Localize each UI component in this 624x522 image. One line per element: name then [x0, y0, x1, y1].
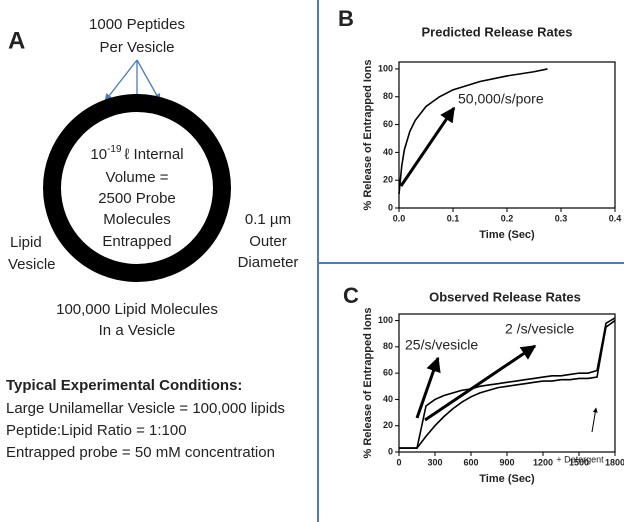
label: Entrapped probe = 50 mM concentration	[6, 444, 275, 461]
label: 10	[90, 146, 107, 163]
panel-letter: B	[338, 6, 354, 31]
label: Per Vesicle	[99, 39, 174, 56]
x-tick-label: 600	[463, 457, 478, 467]
panel-letter: A	[8, 27, 25, 54]
y-tick-label: 20	[383, 175, 393, 185]
label: Large Unilamellar Vesicle = 100,000 lipi…	[6, 400, 285, 417]
chart-title: Observed Release Rates	[429, 289, 581, 304]
annotation: 2 /s/vesicle	[505, 321, 574, 337]
y-tick-label: 20	[383, 420, 393, 430]
plot-frame	[398, 61, 616, 209]
label: 1000 Peptides	[89, 16, 185, 33]
y-tick-label: 60	[383, 119, 393, 129]
y-tick-label: 40	[383, 394, 393, 404]
detergent-arrow	[591, 407, 598, 433]
x-tick-label: 1800	[605, 457, 624, 467]
y-tick-label: 40	[383, 147, 393, 157]
y-tick-label: 100	[378, 315, 393, 325]
x-axis-label: Time (Sec)	[479, 229, 535, 241]
annotation: 25/s/vesicle	[405, 337, 478, 353]
chart-title: Predicted Release Rates	[421, 24, 572, 39]
label: 2500 Probe	[98, 190, 176, 207]
data-line	[398, 68, 548, 195]
label: Peptide:Lipid Ratio = 1:100	[6, 422, 187, 439]
y-tick-label: 0	[388, 446, 393, 456]
rate-arrows	[399, 106, 537, 422]
annotation: + Detergent	[556, 454, 604, 464]
x-tick-label: 300	[427, 457, 442, 467]
data-line	[399, 317, 616, 449]
y-tick-label: 100	[378, 63, 393, 73]
data-line	[399, 319, 616, 449]
label: Entrapped	[102, 233, 171, 250]
annotation: 50,000/s/pore	[458, 91, 544, 107]
y-axis-label: % Release of Entrapped Ions	[362, 60, 374, 211]
x-tick-label: 1500	[569, 457, 589, 467]
vesicle	[43, 94, 231, 282]
x-tick-label: 0.4	[609, 213, 622, 223]
label: Outer	[249, 233, 287, 250]
label: 0.1 µm	[245, 211, 291, 228]
label: Molecules	[103, 211, 171, 228]
x-axis-label: Time (Sec)	[479, 473, 535, 485]
label: Volume =	[106, 169, 169, 186]
label: Diameter	[238, 254, 299, 271]
label: In a Vesicle	[99, 322, 176, 339]
y-tick-label: 80	[383, 91, 393, 101]
y-tick-label: 60	[383, 368, 393, 378]
label: Vesicle	[8, 256, 56, 273]
x-tick-label: 0.0	[393, 213, 406, 223]
x-tick-label: 900	[499, 457, 514, 467]
label: 100,000 Lipid Molecules	[56, 301, 218, 318]
label: -19	[107, 144, 122, 155]
label: 10-19 ℓ Internal	[90, 144, 183, 163]
x-tick-label: 0.2	[501, 213, 514, 223]
x-tick-label: 1200	[533, 457, 553, 467]
heading: Typical Experimental Conditions:	[6, 377, 242, 394]
y-axis-label: % Release of Entrapped Ions	[362, 308, 374, 459]
y-tick-label: 80	[383, 341, 393, 351]
x-tick-label: 0.3	[555, 213, 568, 223]
y-tick-label: 0	[388, 202, 393, 212]
label: ℓ Internal	[125, 146, 184, 163]
label: Lipid	[10, 234, 42, 251]
panel-letter: C	[343, 283, 359, 308]
x-tick-label: 0	[396, 457, 401, 467]
x-tick-label: 0.1	[447, 213, 460, 223]
